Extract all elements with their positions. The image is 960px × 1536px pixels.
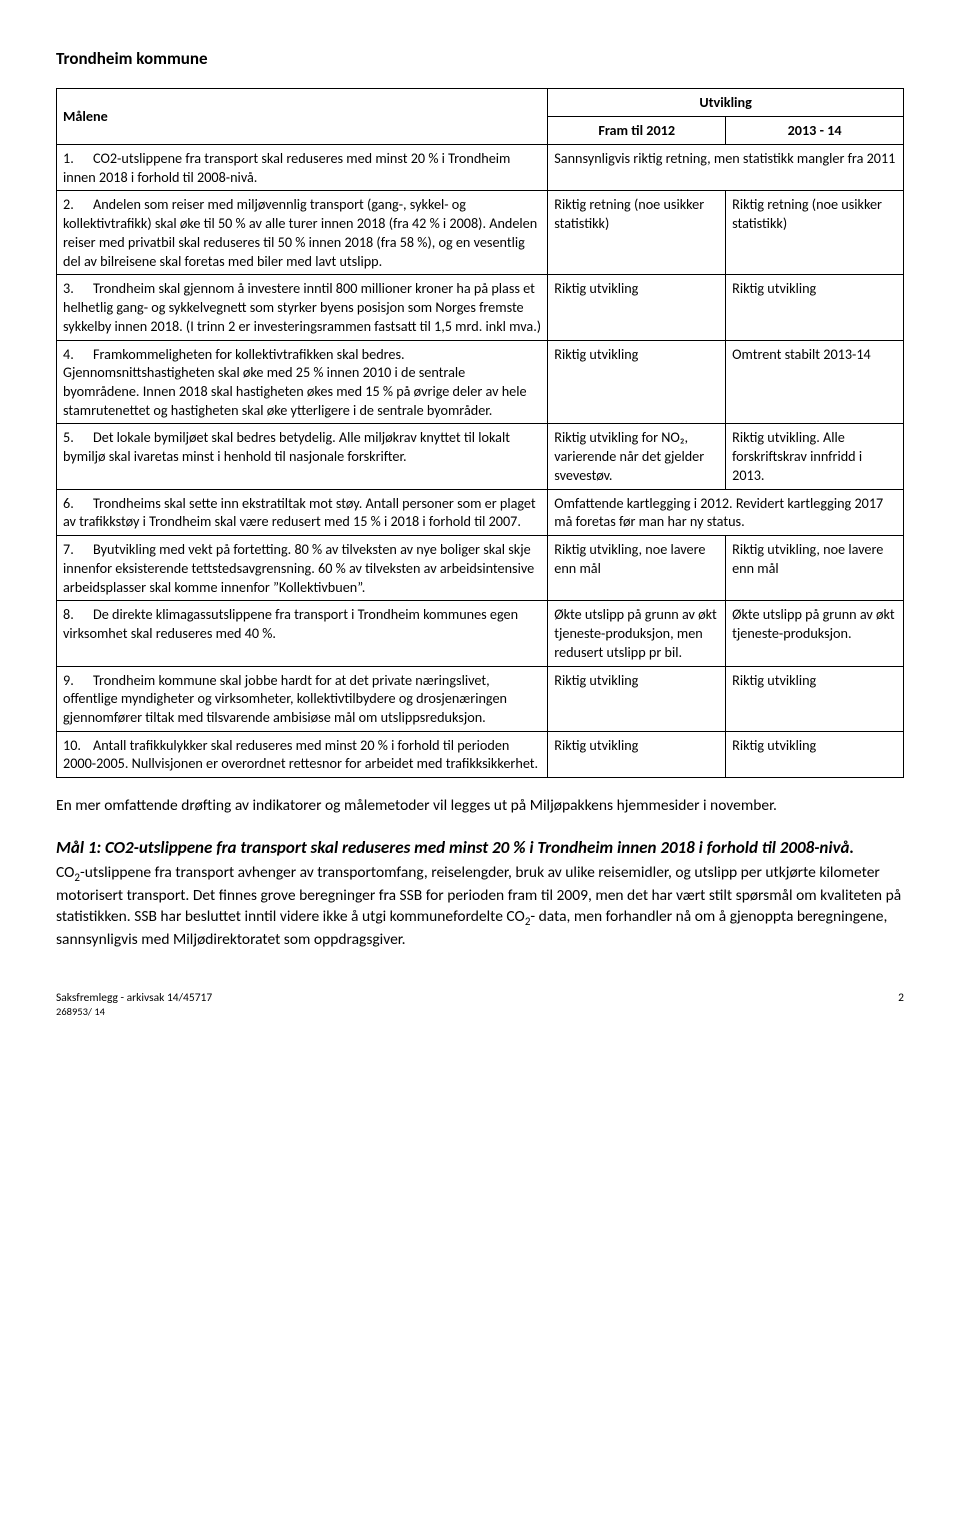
status-cell-2012: Riktig utvikling	[548, 340, 726, 424]
table-header-row: Målene Utvikling	[57, 89, 904, 117]
table-row: 8.De direkte klimagassutslippene fra tra…	[57, 601, 904, 666]
table-row: 10.Antall trafikkulykker skal reduseres …	[57, 731, 904, 777]
table-row: 1.CO2-utslippene fra transport skal redu…	[57, 144, 904, 190]
status-cell: Omfattende kartlegging i 2012. Revidert …	[548, 489, 904, 535]
goals-header: Målene	[57, 89, 548, 144]
goal-cell: 6.Trondheims skal sette inn ekstratiltak…	[57, 489, 548, 535]
status-cell: Sannsynligvis riktig retning, men statis…	[548, 144, 904, 190]
page-title: Trondheim kommune	[56, 48, 904, 70]
status-cell-2012: Riktig utvikling	[548, 666, 726, 731]
status-cell-2012: Økte utslipp på grunn av økt tjeneste-pr…	[548, 601, 726, 666]
status-cell-2013-14: Omtrent stabilt 2013-14	[726, 340, 904, 424]
table-row: 2.Andelen som reiser med miljøvennlig tr…	[57, 191, 904, 275]
status-cell-2012: Riktig utvikling for NO₂, varierende når…	[548, 424, 726, 489]
goals-table: Målene Utvikling Fram til 2012 2013 - 14…	[56, 88, 904, 778]
goal-cell: 2.Andelen som reiser med miljøvennlig tr…	[57, 191, 548, 275]
goal-cell: 10.Antall trafikkulykker skal reduseres …	[57, 731, 548, 777]
status-cell-2013-14: Riktig utvikling	[726, 666, 904, 731]
table-row: 4.Framkommeligheten for kollektivtrafikk…	[57, 340, 904, 424]
utvikling-header: Utvikling	[548, 89, 904, 117]
table-row: 9.Trondheim kommune skal jobbe hardt for…	[57, 666, 904, 731]
goal-cell: 9.Trondheim kommune skal jobbe hardt for…	[57, 666, 548, 731]
status-cell-2013-14: Riktig utvikling. Alle forskriftskrav in…	[726, 424, 904, 489]
paragraph-1: En mer omfattende drøfting av indikatore…	[56, 796, 904, 817]
table-row: 6.Trondheims skal sette inn ekstratiltak…	[57, 489, 904, 535]
page-number: 2	[898, 991, 904, 1005]
goal-cell: 5.Det lokale bymiljøet skal bedres betyd…	[57, 424, 548, 489]
status-cell-2012: Riktig retning (noe usikker statistikk)	[548, 191, 726, 275]
page-footer: 2 Saksfremlegg - arkivsak 14/45717 26895…	[56, 991, 904, 1019]
goal-cell: 1.CO2-utslippene fra transport skal redu…	[57, 144, 548, 190]
status-cell-2012: Riktig utvikling	[548, 731, 726, 777]
status-cell-2012: Riktig utvikling	[548, 275, 726, 340]
goal-cell: 7.Byutvikling med vekt på fortetting. 80…	[57, 536, 548, 601]
goal-cell: 8.De direkte klimagassutslippene fra tra…	[57, 601, 548, 666]
paragraph-2: CO2-utslippene fra transport avhenger av…	[56, 863, 904, 951]
status-cell-2013-14: Riktig utvikling, noe lavere enn mål	[726, 536, 904, 601]
status-cell-2012: Riktig utvikling, noe lavere enn mål	[548, 536, 726, 601]
subheader-right: 2013 - 14	[726, 117, 904, 145]
footer-line-2: 268953/ 14	[56, 1005, 904, 1018]
goal-cell: 4.Framkommeligheten for kollektivtrafikk…	[57, 340, 548, 424]
status-cell-2013-14: Økte utslipp på grunn av økt tjeneste-pr…	[726, 601, 904, 666]
status-cell-2013-14: Riktig retning (noe usikker statistikk)	[726, 191, 904, 275]
status-cell-2013-14: Riktig utvikling	[726, 275, 904, 340]
status-cell-2013-14: Riktig utvikling	[726, 731, 904, 777]
table-row: 7.Byutvikling med vekt på fortetting. 80…	[57, 536, 904, 601]
table-row: 5.Det lokale bymiljøet skal bedres betyd…	[57, 424, 904, 489]
subheader-left: Fram til 2012	[548, 117, 726, 145]
footer-line-1: Saksfremlegg - arkivsak 14/45717	[56, 991, 904, 1005]
table-row: 3.Trondheim skal gjennom å investere inn…	[57, 275, 904, 340]
goal-cell: 3.Trondheim skal gjennom å investere inn…	[57, 275, 548, 340]
goal-1-heading: Mål 1: CO2-utslippene fra transport skal…	[56, 837, 904, 859]
